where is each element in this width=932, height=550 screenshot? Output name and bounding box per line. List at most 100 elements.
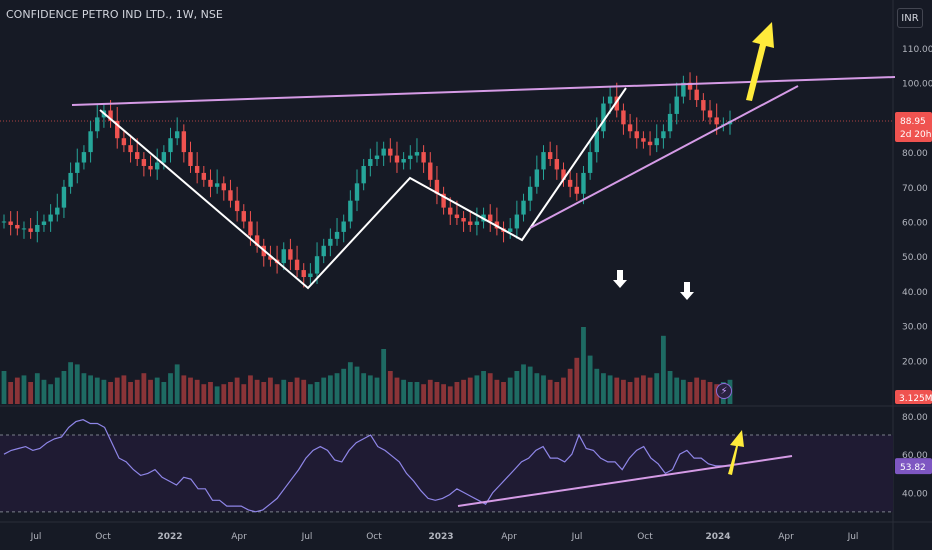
volume-bar (301, 379, 307, 404)
time-tick-label: Jul (30, 532, 42, 542)
volume-bar (261, 382, 267, 404)
price-tick-label: 70.00 (902, 184, 928, 194)
candle-body (654, 138, 659, 146)
volume-bar (687, 382, 693, 404)
candle-body (554, 159, 560, 170)
candle-body (627, 124, 633, 132)
candle-body (181, 131, 187, 153)
volume-bar (627, 382, 633, 404)
volume-bar (614, 377, 620, 404)
candle-body (328, 238, 333, 246)
candle-body (534, 169, 540, 187)
volume-bar (461, 379, 466, 404)
candle-body (701, 100, 706, 111)
volume-bar (407, 382, 413, 404)
candle-body (448, 207, 453, 215)
volume-bar (641, 375, 646, 404)
candle-body (488, 214, 493, 222)
candle-body (594, 131, 599, 153)
candle-body (141, 159, 147, 166)
volume-bar (541, 375, 546, 404)
candle-body (208, 179, 213, 187)
volume-bar (367, 375, 373, 404)
candle-body (281, 249, 286, 264)
inverse-head-shoulders-line (99, 87, 627, 290)
candle-body (587, 152, 593, 173)
candle-body (108, 110, 113, 121)
price-tick-label: 110.00 (902, 45, 932, 55)
rsi-breakout-arrow (728, 430, 744, 475)
candle-body (547, 152, 553, 160)
rsi-value-badge (895, 458, 932, 475)
candle-body (521, 200, 526, 215)
volume-bar (334, 373, 340, 404)
candlestick-series (1, 72, 733, 288)
candle-body (514, 214, 520, 229)
candle-body (574, 186, 580, 194)
candle-body (394, 155, 400, 163)
volume-bar (667, 371, 673, 404)
candle-body (561, 169, 566, 180)
candle-body (194, 165, 200, 173)
candle-body (161, 152, 167, 163)
candle-body (301, 270, 306, 278)
volume-bar (694, 377, 700, 404)
candle-body (707, 110, 713, 118)
volume-bar (68, 362, 74, 404)
price-tick-label: 20.00 (902, 357, 928, 367)
candle-body (354, 183, 360, 201)
candle-body (607, 96, 613, 104)
candle-body (527, 186, 533, 201)
price-tick-label: 60.00 (902, 219, 928, 229)
time-tick-label: 2024 (705, 532, 730, 542)
candle-body (55, 207, 60, 215)
volume-bar (327, 375, 333, 404)
lightning-icon[interactable]: ⚡ (716, 383, 732, 399)
candle-body (221, 183, 226, 191)
volume-bar (54, 377, 60, 404)
volume-value-label: 3.125M (899, 394, 932, 404)
candle-body (201, 172, 207, 180)
volume-bar (94, 377, 100, 404)
volume-bar (434, 382, 440, 404)
volume-bar (654, 373, 660, 404)
currency-button[interactable]: INR (897, 8, 923, 28)
volume-bar (581, 327, 586, 404)
volume-bar (567, 368, 573, 404)
volume-bar (1, 371, 7, 404)
volume-bar (134, 379, 140, 404)
volume-bar (401, 379, 407, 404)
candle-body (188, 152, 193, 166)
time-tick-label: Apr (501, 532, 517, 542)
volume-bar (674, 377, 680, 404)
volume-bar (447, 386, 453, 404)
candle-body (634, 131, 639, 139)
candle-body (88, 131, 93, 153)
candle-body (234, 200, 240, 212)
candle-body (421, 152, 426, 163)
volume-bar (181, 375, 187, 404)
volume-bar (81, 373, 87, 404)
volume-series (1, 327, 733, 404)
volume-bar (427, 379, 433, 404)
candle-body (228, 190, 233, 201)
candle-body (414, 152, 420, 156)
rsi-tick-label: 80.00 (902, 413, 928, 423)
volume-bar (341, 368, 347, 404)
candle-body (321, 245, 326, 257)
volume-spike-arrow (680, 282, 694, 300)
time-axis[interactable]: Jul Oct 2022 Apr Jul Oct 2023 Apr Jul Oct 2024 Apr J… (30, 532, 859, 542)
candle-body (8, 221, 13, 225)
last-price-badge (895, 112, 932, 143)
volume-bar (481, 371, 486, 404)
volume-bar (128, 382, 133, 404)
rsi-panel[interactable]: 80.00 60.00 40.00 53.82 (0, 413, 932, 513)
candle-body (121, 138, 127, 146)
volume-bar (394, 377, 400, 404)
candle-body (381, 148, 386, 156)
volume-bar (441, 384, 446, 404)
volume-bar (574, 357, 580, 404)
price-axis[interactable]: 110.00 100.00 80.00 70.00 60.00 50.00 40.00 30.… (895, 45, 932, 404)
candle-body (241, 211, 246, 222)
